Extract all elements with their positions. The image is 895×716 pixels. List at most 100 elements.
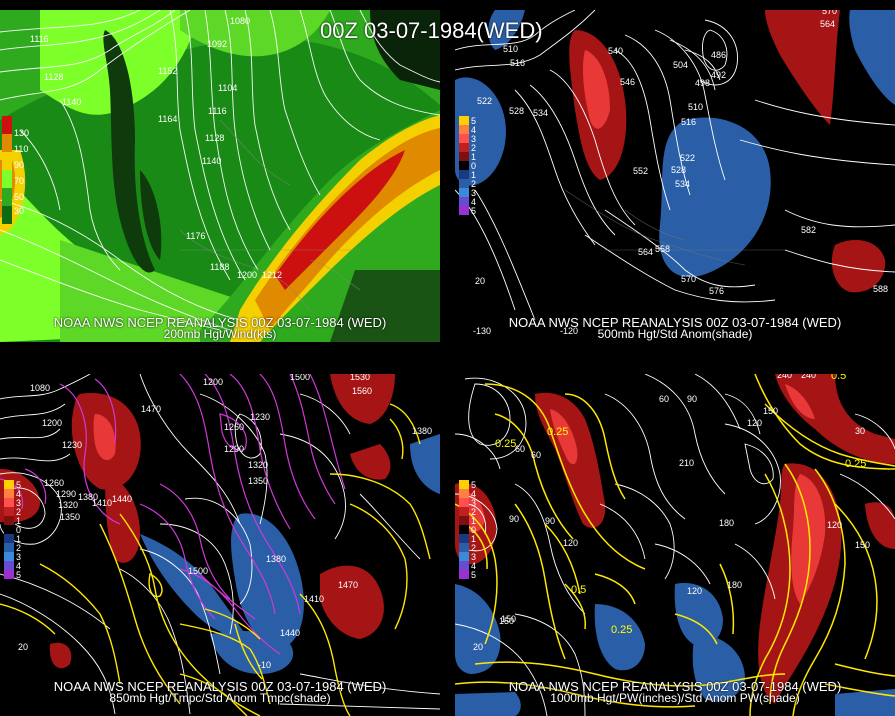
map-850mb: [0, 374, 440, 716]
contour-label: 60: [531, 450, 542, 460]
contour-label: 150: [499, 616, 515, 626]
anomaly-legend: [4, 480, 14, 579]
contour-label: 1350: [248, 476, 269, 486]
contour-label: 534: [533, 108, 549, 118]
legend-label: 4: [471, 561, 477, 571]
contour-label: 1260: [44, 478, 65, 488]
legend-label: 2: [471, 507, 477, 517]
legend-label: 4: [471, 197, 477, 207]
contour-label: 1440: [280, 628, 301, 638]
pw-label: 0.5: [571, 584, 587, 596]
pw-label: 0.25: [495, 438, 517, 450]
contour-label: 1320: [58, 500, 79, 510]
contour-label: 510: [503, 44, 519, 54]
contour-label: 1092: [207, 39, 228, 49]
contour-label: 498: [695, 78, 711, 88]
contour-label: 522: [680, 153, 696, 163]
contour-label: 180: [727, 580, 743, 590]
panel-caption: NOAA NWS NCEP REANALYSIS 00Z 03-07-1984 …: [53, 315, 387, 330]
legend-label: 2: [471, 179, 477, 189]
contour-label: 1080: [30, 383, 51, 393]
pw-label: 0.5: [831, 374, 847, 382]
contour-label: 20: [18, 642, 29, 652]
legend-label: 2: [471, 143, 477, 153]
contour-label: 516: [510, 58, 526, 68]
legend-label: 1: [471, 170, 477, 180]
contour-label: 576: [709, 286, 725, 296]
panel-caption: NOAA NWS NCEP REANALYSIS 00Z 03-07-1984 …: [508, 315, 842, 330]
contour-label: 1500: [290, 374, 311, 382]
legend-label: 4: [16, 489, 22, 499]
contour-label: 120: [827, 520, 843, 530]
wind-speed-legend: [2, 116, 12, 224]
contour-label: 1470: [338, 580, 359, 590]
contour-label: 528: [671, 165, 687, 175]
legend-label: 0: [16, 525, 22, 535]
panel-caption: NOAA NWS NCEP REANALYSIS 00Z 03-07-1984 …: [508, 679, 842, 694]
contour-label: 1140: [62, 97, 82, 107]
contour-label: 1140: [202, 156, 222, 166]
contour-label: 1200: [42, 418, 63, 428]
legend-label: 70: [14, 176, 25, 186]
contour-label: 1410: [304, 594, 325, 604]
contour-label: 522: [477, 96, 493, 106]
contour-label: 1410: [92, 498, 113, 508]
contour-label: 1290: [224, 444, 245, 454]
panel-caption: NOAA NWS NCEP REANALYSIS 00Z 03-07-1984 …: [53, 679, 387, 694]
contour-label: 210: [679, 458, 695, 468]
contour-label: 90: [545, 516, 556, 526]
contour-label: 1200: [237, 270, 258, 280]
contour-label: 240: [777, 374, 793, 380]
contour-label: 1128: [44, 72, 64, 82]
contour-label: 1380: [412, 426, 433, 436]
contour-label: 1188: [210, 262, 230, 272]
legend-label: 2: [16, 507, 22, 517]
contour-label: 1200: [203, 377, 224, 387]
pw-label: 0.25: [845, 458, 867, 470]
contour-label: 552: [633, 166, 649, 176]
contour-label: 20: [475, 276, 486, 286]
main-title: 00Z 03-07-1984(WED): [320, 18, 543, 43]
contour-label: 582: [801, 225, 817, 235]
legend-label: 130: [14, 128, 30, 138]
contour-label: 240: [801, 374, 817, 380]
legend-label: 2: [471, 543, 477, 553]
legend-label: 1: [471, 516, 477, 526]
contour-label: 516: [681, 117, 697, 127]
contour-label: 1128: [205, 133, 225, 143]
contour-label: 150: [855, 540, 871, 550]
contour-label: 60: [659, 394, 670, 404]
contour-label: 20: [473, 642, 484, 652]
legend-label: 3: [471, 498, 477, 508]
map-200mb: [0, 10, 440, 342]
contour-label: 1470: [141, 404, 162, 414]
contour-label: 504: [673, 60, 689, 70]
contour-label: 540: [608, 46, 624, 56]
legend-label: 1: [16, 534, 22, 544]
legend-label: 2: [16, 543, 22, 553]
contour-label: 1380: [78, 492, 99, 502]
contour-label: 486: [711, 50, 727, 60]
legend-label: 4: [471, 489, 477, 499]
legend-label: 3: [471, 134, 477, 144]
contour-label: 150: [763, 406, 779, 416]
panel-200mb-wind: 130 110 90 70 50 30 1080 1116 1092 1128 …: [0, 10, 440, 342]
contour-label: 1164: [158, 114, 178, 124]
legend-label: 5: [16, 570, 22, 580]
contour-label: 534: [675, 179, 691, 189]
legend-label: 4: [16, 561, 22, 571]
contour-label: 1116: [208, 106, 227, 116]
contour-label: 588: [873, 284, 889, 294]
map-500mb: [455, 10, 895, 342]
contour-label: 1230: [62, 440, 83, 450]
panel-subtitle: 500mb Hgt/Std Anom(shade): [597, 327, 753, 341]
contour-label: 1380: [266, 554, 287, 564]
anomaly-legend: [459, 116, 469, 215]
contour-label: 510: [688, 102, 704, 112]
contour-label: 1260: [224, 422, 245, 432]
legend-label: 5: [16, 480, 22, 490]
legend-label: 110: [14, 144, 29, 154]
legend-label: 4: [471, 125, 477, 135]
contour-label: 528: [509, 106, 525, 116]
contour-label: 570: [822, 10, 838, 16]
